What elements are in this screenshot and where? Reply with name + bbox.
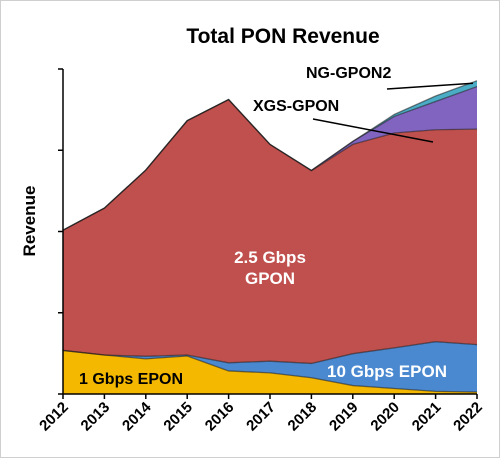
area-layers — [62, 80, 478, 394]
label-xgs-gpon: XGS-GPON — [253, 98, 339, 115]
xgs-pointer-line — [312, 118, 434, 143]
x-tick-label: 2012 — [36, 399, 72, 435]
x-tick-label: 2019 — [326, 399, 362, 435]
x-tick-labels: 2012 2013 2014 2015 2016 2017 2018 2019 2020 2021… — [36, 398, 486, 434]
axes — [58, 68, 478, 399]
label-1-gbps-epon: 1 Gbps EPON — [79, 371, 183, 388]
label-2-5-gbps-line1: 2.5 Gbps — [234, 248, 306, 267]
label-2-5-gbps-line2: GPON — [245, 269, 295, 288]
x-tick-label: 2020 — [367, 399, 403, 435]
boundary-epon10 — [62, 341, 478, 365]
x-tick-label: 2013 — [78, 399, 114, 435]
x-tick-label: 2017 — [243, 399, 279, 435]
area-epon10 — [63, 341, 477, 393]
area-gpon25 — [63, 99, 477, 364]
y-axis-label: Revenue — [20, 186, 39, 257]
x-tick-label: 2018 — [285, 399, 321, 435]
boundary-ng2 — [62, 80, 478, 231]
boundary-epon1 — [62, 349, 478, 393]
x-tick-label: 2016 — [202, 399, 238, 435]
ng2-pointer-line — [386, 82, 474, 90]
x-tick-label: 2021 — [409, 399, 445, 435]
x-tick-label: 2015 — [160, 399, 196, 435]
x-tick-label: 2014 — [119, 398, 155, 434]
annotations — [312, 82, 474, 143]
chart-title: Total PON Revenue — [186, 25, 379, 48]
area-epon1 — [63, 350, 477, 394]
label-10-gbps-epon: 10 Gbps EPON — [327, 362, 447, 381]
label-ng-gpon2: NG-GPON2 — [306, 65, 391, 82]
x-tick-label: 2022 — [450, 399, 486, 435]
